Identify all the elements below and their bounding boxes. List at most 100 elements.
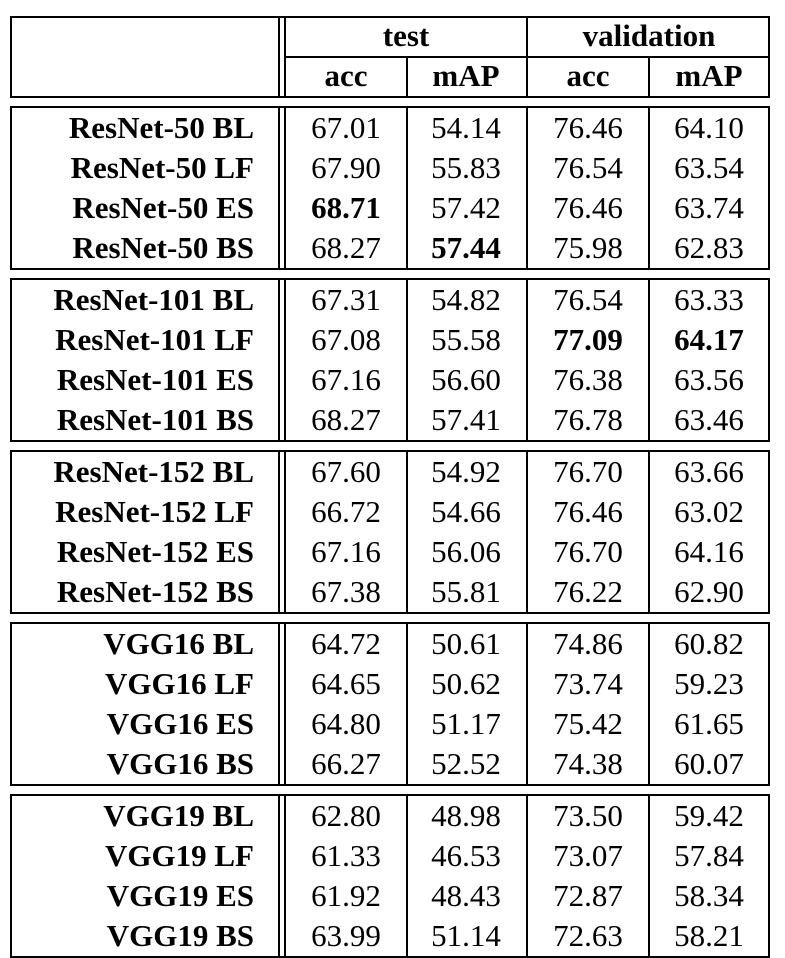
- table-cell: 72.63: [553, 918, 623, 953]
- group-col-divider: [526, 278, 528, 442]
- table-cell: 64.65: [311, 666, 381, 701]
- row-label: ResNet-101 ES: [56, 362, 254, 397]
- table-cell: 56.60: [431, 362, 501, 397]
- table-cell: 64.10: [674, 110, 744, 145]
- table-cell: 54.66: [431, 494, 501, 529]
- header-top-rule: [10, 16, 770, 18]
- group-col-divider: [406, 450, 408, 614]
- table-cell: 61.92: [311, 878, 381, 913]
- group-col-divider: [526, 106, 528, 270]
- table-cell: 76.70: [553, 454, 623, 489]
- group-col-divider: [648, 622, 650, 786]
- header-test-map: mAP: [432, 58, 500, 93]
- table-cell: 68.27: [311, 230, 381, 265]
- group-label-divider-2: [284, 794, 286, 958]
- table-cell: 68.71: [311, 190, 381, 225]
- table-cell: 73.07: [553, 838, 623, 873]
- group-col-divider: [406, 278, 408, 442]
- table-cell: 62.80: [311, 798, 381, 833]
- group-label-divider-1: [278, 450, 280, 614]
- table-cell: 51.17: [431, 706, 501, 741]
- header-bottom-rule: [10, 96, 770, 98]
- table-cell: 67.90: [311, 150, 381, 185]
- group-bottom-rule: [10, 268, 770, 270]
- table-cell: 50.61: [431, 626, 501, 661]
- table-cell: 73.50: [553, 798, 623, 833]
- group-bottom-rule: [10, 612, 770, 614]
- table-cell: 64.16: [674, 534, 744, 569]
- group-col-divider: [648, 278, 650, 442]
- table-cell: 74.86: [553, 626, 623, 661]
- row-label: VGG16 BS: [106, 746, 254, 781]
- group-col-divider: [526, 450, 528, 614]
- row-label: VGG19 BL: [103, 798, 254, 833]
- group-label-divider-1: [278, 794, 280, 958]
- group-label-divider-2: [284, 450, 286, 614]
- group-col-divider: [406, 794, 408, 958]
- group-right-border: [768, 622, 770, 786]
- table-cell: 61.33: [311, 838, 381, 873]
- header-group-test: test: [382, 18, 430, 53]
- table-cell: 58.21: [674, 918, 744, 953]
- header-group-divider: [526, 16, 528, 98]
- table-cell: 60.07: [674, 746, 744, 781]
- table-cell: 76.22: [553, 574, 623, 609]
- table-cell: 63.99: [311, 918, 381, 953]
- group-col-divider: [648, 794, 650, 958]
- table-cell: 58.34: [674, 878, 744, 913]
- table-cell: 67.38: [311, 574, 381, 609]
- table-cell: 55.58: [431, 322, 501, 357]
- group-top-rule: [10, 794, 770, 796]
- table-cell: 67.31: [311, 282, 381, 317]
- table-cell: 54.92: [431, 454, 501, 489]
- row-label: ResNet-101 BL: [53, 282, 254, 317]
- table-cell: 52.52: [431, 746, 501, 781]
- group-bottom-rule: [10, 440, 770, 442]
- row-label: ResNet-50 BS: [72, 230, 254, 265]
- header-validation-subdivider: [648, 56, 650, 98]
- header-label-divider-2: [284, 16, 286, 98]
- group-col-divider: [406, 622, 408, 786]
- table-cell: 76.78: [553, 402, 623, 437]
- table-cell: 67.60: [311, 454, 381, 489]
- table-cell: 72.87: [553, 878, 623, 913]
- table-cell: 62.83: [674, 230, 744, 265]
- group-col-divider: [406, 106, 408, 270]
- table-cell: 76.54: [553, 282, 623, 317]
- row-label: VGG16 LF: [105, 666, 254, 701]
- group-left-border: [10, 106, 12, 270]
- table-cell: 63.46: [674, 402, 744, 437]
- group-left-border: [10, 794, 12, 958]
- group-right-border: [768, 106, 770, 270]
- group-label-divider-1: [278, 106, 280, 270]
- row-label: ResNet-50 ES: [72, 190, 254, 225]
- table-cell: 48.98: [431, 798, 501, 833]
- table-cell: 63.33: [674, 282, 744, 317]
- group-label-divider-1: [278, 278, 280, 442]
- table-cell: 57.44: [431, 230, 501, 265]
- group-label-divider-2: [284, 106, 286, 270]
- table-cell: 56.06: [431, 534, 501, 569]
- table-cell: 67.08: [311, 322, 381, 357]
- table-cell: 62.90: [674, 574, 744, 609]
- table-cell: 63.74: [674, 190, 744, 225]
- group-top-rule: [10, 278, 770, 280]
- group-top-rule: [10, 450, 770, 452]
- header-label-divider-1: [278, 16, 280, 98]
- group-label-divider-2: [284, 622, 286, 786]
- group-label-divider-1: [278, 622, 280, 786]
- group-right-border: [768, 450, 770, 614]
- table-cell: 59.23: [674, 666, 744, 701]
- group-right-border: [768, 278, 770, 442]
- table-cell: 60.82: [674, 626, 744, 661]
- table-cell: 73.74: [553, 666, 623, 701]
- table-cell: 63.56: [674, 362, 744, 397]
- group-left-border: [10, 622, 12, 786]
- group-bottom-rule: [10, 784, 770, 786]
- row-label: VGG16 BL: [103, 626, 254, 661]
- header-validation-map: mAP: [675, 58, 743, 93]
- table-cell: 76.46: [553, 494, 623, 529]
- table-cell: 67.16: [311, 362, 381, 397]
- table-cell: 57.42: [431, 190, 501, 225]
- table-cell: 50.62: [431, 666, 501, 701]
